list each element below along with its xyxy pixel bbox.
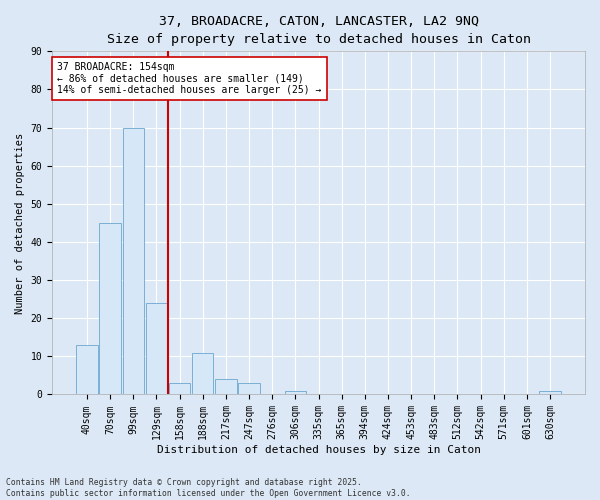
Title: 37, BROADACRE, CATON, LANCASTER, LA2 9NQ
Size of property relative to detached h: 37, BROADACRE, CATON, LANCASTER, LA2 9NQ…: [107, 15, 530, 46]
Bar: [122, 128, 144, 394]
Text: Contains HM Land Registry data © Crown copyright and database right 2025.
Contai: Contains HM Land Registry data © Crown c…: [6, 478, 410, 498]
Bar: [539, 390, 561, 394]
Bar: [146, 303, 167, 394]
Bar: [192, 352, 214, 395]
Text: 37 BROADACRE: 154sqm
← 86% of detached houses are smaller (149)
14% of semi-deta: 37 BROADACRE: 154sqm ← 86% of detached h…: [58, 62, 322, 95]
Bar: [284, 390, 306, 394]
Y-axis label: Number of detached properties: Number of detached properties: [15, 132, 25, 314]
Bar: [215, 379, 236, 394]
Bar: [100, 223, 121, 394]
Bar: [238, 383, 260, 394]
X-axis label: Distribution of detached houses by size in Caton: Distribution of detached houses by size …: [157, 445, 481, 455]
Bar: [169, 383, 190, 394]
Bar: [76, 345, 98, 395]
